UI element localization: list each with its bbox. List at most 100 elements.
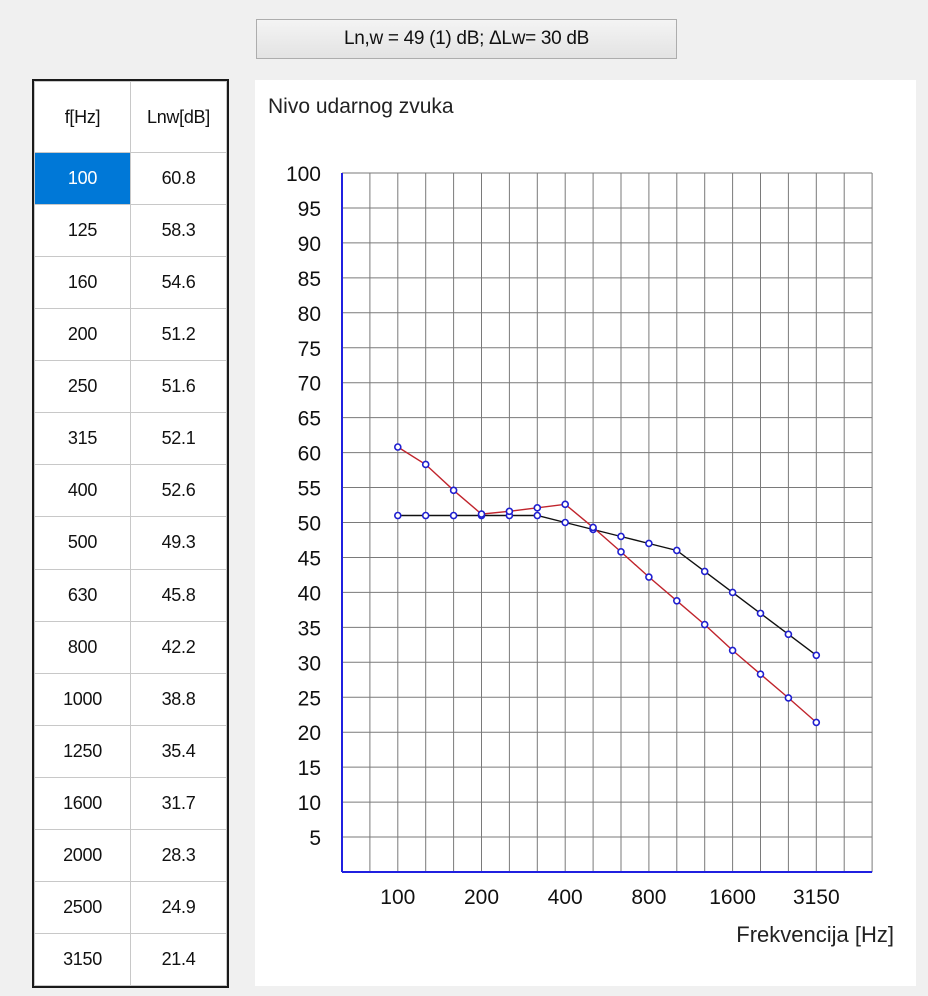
header-row: f[Hz] Lnw[dB] [34,81,227,153]
cell-level[interactable]: 58.3 [130,204,227,258]
table-row[interactable]: 630 45.8 [34,568,227,622]
measured-point [728,646,737,655]
cell-level[interactable]: 54.6 [130,256,227,310]
y-tick-label: 45 [298,547,321,570]
cell-level[interactable]: 35.4 [130,724,227,778]
cell-level[interactable]: 42.2 [130,620,227,674]
cell-level[interactable]: 45.8 [130,568,227,622]
x-tick-label: 200 [464,886,499,909]
reference-point [700,567,709,576]
table-row[interactable]: 2500 24.9 [34,880,227,934]
y-tick-label: 25 [298,687,321,710]
cell-level[interactable]: 60.8 [130,151,227,206]
measured-point [449,486,458,495]
cell-frequency[interactable]: 400 [34,464,131,518]
table-row[interactable]: 2000 28.3 [34,828,227,882]
table-row[interactable]: 500 49.3 [34,516,227,570]
cell-level[interactable]: 51.2 [130,308,227,362]
measured-point [756,670,765,678]
reference-point [728,588,737,597]
reference-point [645,539,653,548]
cell-frequency[interactable]: 800 [34,620,131,674]
column-header-level[interactable]: Lnw[dB] [130,81,227,153]
reference-point [784,630,793,639]
frequency-level-grid[interactable]: f[Hz] Lnw[dB] 100 60.8 125 58.3 160 54.6 200 51… [32,79,229,988]
cell-frequency[interactable]: 2000 [34,828,131,882]
cell-level[interactable]: 38.8 [130,672,227,726]
y-tick-label: 55 [298,478,321,501]
cell-level[interactable]: 52.1 [130,412,227,466]
table-row[interactable]: 800 42.2 [34,620,227,674]
cell-level[interactable]: 24.9 [130,880,227,934]
grid-body: 100 60.8 125 58.3 160 54.6 200 51.2 250 51.6 315 52… [34,151,227,987]
measured-point [784,694,793,702]
rating-result-button[interactable]: Ln,w = 49 (1) dB; ΔLw= 30 dB [256,19,677,59]
reference-point [449,511,458,520]
table-row[interactable]: 1250 35.4 [34,724,227,778]
cell-level[interactable]: 49.3 [130,516,227,570]
cell-level[interactable]: 52.6 [130,464,227,518]
table-row[interactable]: 125 58.3 [34,204,227,258]
column-header-frequency[interactable]: f[Hz] [34,81,131,153]
reference-point [617,532,625,541]
measured-point [505,507,514,516]
reference-point [672,546,681,555]
reference-point [421,511,430,520]
cell-frequency[interactable]: 315 [34,412,131,466]
y-tick-label: 40 [298,582,321,605]
cell-frequency[interactable]: 2500 [34,880,131,934]
measured-point [394,443,402,451]
measured-point [421,460,430,469]
reference-point [756,609,765,618]
table-row[interactable]: 400 52.6 [34,464,227,518]
cell-level[interactable]: 21.4 [130,932,227,987]
y-tick-label: 90 [298,233,321,256]
y-tick-label: 100 [286,163,321,186]
measured-point [477,510,486,518]
table-row[interactable]: 315 52.1 [34,412,227,466]
cell-frequency[interactable]: 1600 [34,776,131,830]
cell-level[interactable]: 31.7 [130,776,227,830]
x-tick-label: 1600 [709,886,756,909]
cell-frequency[interactable]: 1000 [34,672,131,726]
cell-frequency[interactable]: 630 [34,568,131,622]
measured-point [672,596,681,605]
chart-panel: 5 10 15 20 25 30 35 40 45 50 55 60 65 70 75 80 85 90 95 100… [255,80,916,986]
reference-point [533,511,542,520]
chart-title: Nivo udarnog zvuka [268,95,454,118]
measured-point [561,500,570,509]
cell-frequency[interactable]: 160 [34,256,131,310]
table-row[interactable]: 1600 31.7 [34,776,227,830]
table-row[interactable]: 100 60.8 [34,151,227,206]
cell-frequency[interactable]: 3150 [34,932,131,987]
measured-point [617,548,625,556]
cell-frequency[interactable]: 100 [34,151,131,206]
measured-point [700,620,709,629]
y-tick-label: 20 [298,722,321,745]
cell-frequency[interactable]: 125 [34,204,131,258]
x-tick-label: 800 [631,886,666,909]
reference-series-line [397,514,817,656]
cell-frequency[interactable]: 200 [34,308,131,362]
y-tick-label: 80 [298,303,321,326]
table-row[interactable]: 160 54.6 [34,256,227,310]
measured-point [812,718,821,727]
y-tick-label: 85 [298,268,321,291]
x-axis-label: Frekvencija [Hz] [736,922,894,947]
cell-level[interactable]: 51.6 [130,360,227,414]
cell-frequency[interactable]: 250 [34,360,131,414]
y-tick-label: 50 [298,513,321,536]
measured-point [589,523,597,532]
reference-point [561,518,570,527]
table-row[interactable]: 3150 21.4 [34,932,227,987]
x-tick-label: 3150 [793,886,840,909]
y-tick-label: 30 [298,652,321,675]
y-tick-label: 5 [309,827,321,850]
cell-frequency[interactable]: 500 [34,516,131,570]
table-row[interactable]: 1000 38.8 [34,672,227,726]
cell-level[interactable]: 28.3 [130,828,227,882]
table-row[interactable]: 250 51.6 [34,360,227,414]
table-row[interactable]: 200 51.2 [34,308,227,362]
cell-frequency[interactable]: 1250 [34,724,131,778]
